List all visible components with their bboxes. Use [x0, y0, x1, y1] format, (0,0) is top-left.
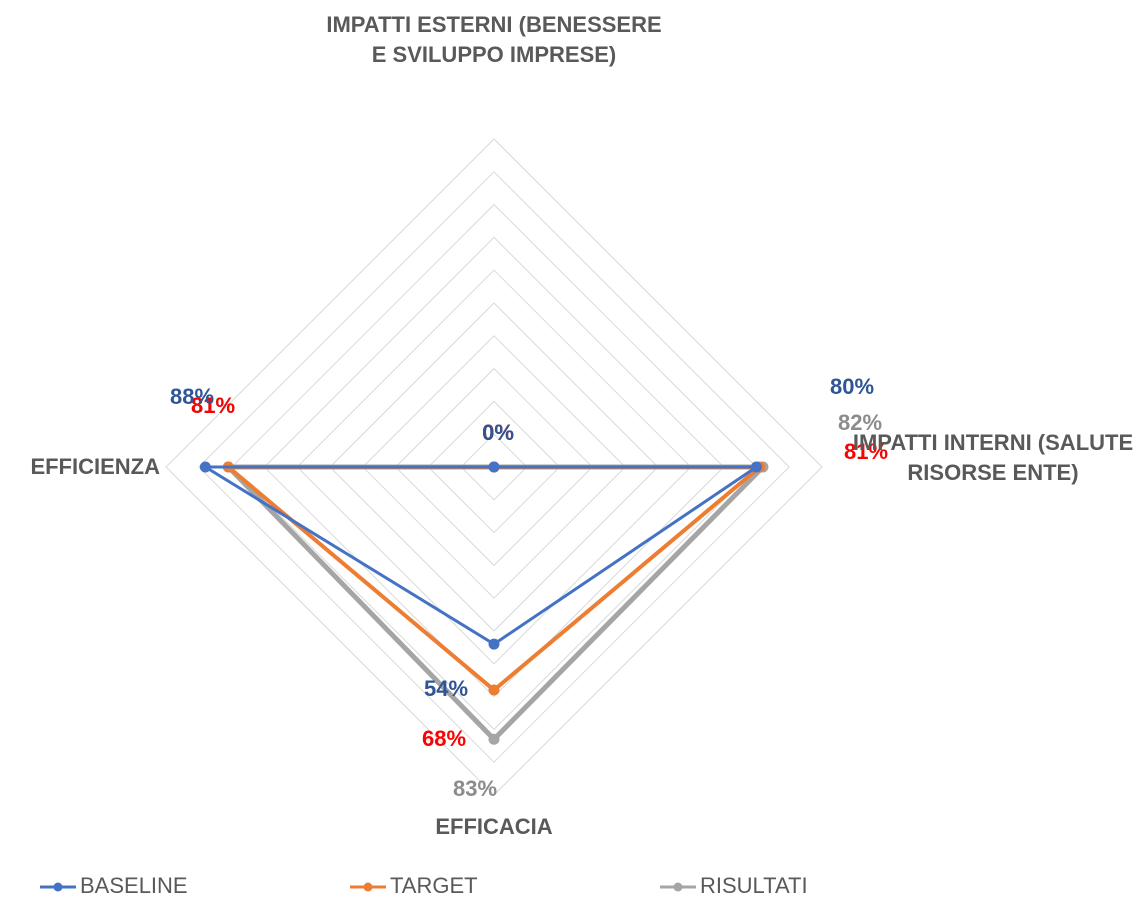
- grid-ring: [230, 203, 758, 731]
- legend-marker: [363, 882, 373, 892]
- data-label: 68%: [422, 726, 466, 751]
- marker: [488, 733, 500, 745]
- category-label: EFFICIENZA: [30, 454, 160, 479]
- data-label: 0%: [482, 420, 514, 445]
- grid-ring: [329, 302, 659, 632]
- legend-label: RISULTATI: [700, 873, 808, 898]
- data-label: 81%: [191, 393, 235, 418]
- data-label: 0%: [482, 420, 514, 445]
- category-label: IMPATTI ESTERNI (BENESSERE E SVILUPPO IM…: [326, 12, 662, 67]
- grid-ring: [427, 400, 561, 534]
- legend-label: BASELINE: [80, 873, 188, 898]
- marker: [488, 684, 500, 696]
- category-label: IMPATTI INTERNI (SALUTE RISORSE ENTE): [852, 430, 1134, 485]
- category-label: EFFICACIA: [435, 814, 553, 839]
- data-label: 88%: [170, 384, 214, 409]
- legend-marker: [673, 882, 683, 892]
- marker: [199, 461, 211, 473]
- grid-ring: [165, 138, 823, 796]
- legend-label: TARGET: [390, 873, 478, 898]
- data-label: 82%: [838, 410, 882, 435]
- data-label: 0%: [482, 420, 514, 445]
- legend-marker: [53, 882, 63, 892]
- grid-ring: [394, 367, 594, 567]
- marker: [750, 461, 762, 473]
- grid-ring: [198, 171, 790, 763]
- data-label: 80%: [830, 374, 874, 399]
- grid-ring: [460, 433, 528, 501]
- data-label: 54%: [424, 676, 468, 701]
- marker: [488, 461, 500, 473]
- grid-ring: [263, 236, 725, 698]
- marker: [488, 638, 500, 650]
- grid-ring: [362, 335, 626, 599]
- data-label: 83%: [453, 776, 497, 801]
- data-label: 81%: [191, 393, 235, 418]
- grid-ring: [296, 269, 692, 665]
- data-label: 81%: [844, 439, 888, 464]
